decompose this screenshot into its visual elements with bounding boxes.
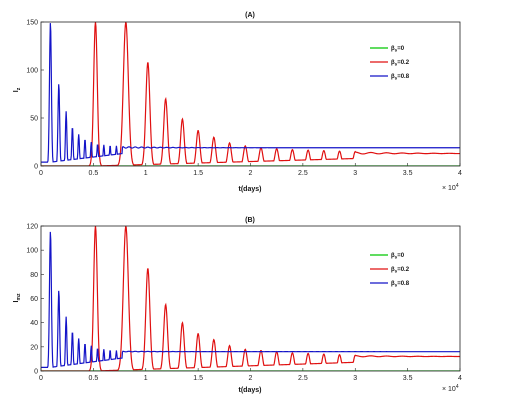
y-tick-label: 0 [34, 164, 38, 171]
y-tick-label: 120 [26, 224, 38, 231]
series-line-2 [41, 23, 460, 163]
y-tick-label: 0 [34, 369, 38, 376]
chart-panel-a: (A) Iz t(days) × 104 0 0.5 1 1.5 2 2.5 3 3.5 4 0 5… [13, 12, 462, 193]
svg-text:Iz: Iz [13, 87, 22, 92]
x-tick-label: 0 [39, 170, 43, 177]
series-line-2 [41, 231, 460, 368]
series-line-1 [41, 226, 460, 371]
y-tick-label: 100 [26, 248, 38, 255]
y-tick-label: 40 [30, 320, 38, 327]
x-tick-label: 3.5 [403, 375, 413, 382]
y-tick-label: 20 [30, 344, 38, 351]
plot-frame [40, 21, 461, 167]
chart-title: (B) [245, 217, 255, 224]
y-axis-label: Imz [13, 293, 22, 302]
x-tick-label: 1 [144, 170, 148, 177]
x-multiplier: × 104 [442, 183, 459, 192]
x-tick-label: 2 [249, 170, 253, 177]
x-tick-label: 0 [39, 375, 43, 382]
x-tick-label: 0.5 [89, 375, 99, 382]
legend-label: βs=0.8 [391, 281, 410, 288]
plot-frame [40, 225, 461, 372]
x-tick-label: 3 [353, 170, 357, 177]
chart-title: (A) [245, 12, 255, 19]
series-line-1 [41, 22, 460, 166]
y-tick-label: 80 [30, 272, 38, 279]
x-tick-label: 1.5 [193, 170, 203, 177]
y-tick-label: 150 [26, 20, 38, 27]
y-axis-label: Iz [13, 87, 22, 92]
svg-text:Imz: Imz [13, 293, 22, 302]
chart-panel-b: (B) Imz t(days) × 104 0 0.5 1 1.5 2 2.5 3 3.5 40… [13, 217, 462, 394]
legend: βs=0 βs=0.2 βs=0.8 [370, 253, 410, 288]
x-axis-label: t(days) [239, 186, 262, 193]
y-tick-label: 50 [30, 116, 38, 123]
x-tick-label: 4 [458, 170, 462, 177]
x-tick-label: 2 [249, 375, 253, 382]
y-tick-label: 100 [26, 68, 38, 75]
x-tick-label: 3.5 [403, 170, 413, 177]
legend-label: βs=0.2 [391, 60, 410, 67]
x-tick-label: 2.5 [298, 170, 308, 177]
y-tick-label: 60 [30, 296, 38, 303]
x-axis-label: t(days) [239, 387, 262, 394]
x-tick-label: 1.5 [193, 375, 203, 382]
legend-label: βs=0 [391, 253, 405, 260]
x-tick-label: 2.5 [298, 375, 308, 382]
x-tick-label: 0.5 [89, 170, 99, 177]
x-multiplier: × 104 [442, 384, 459, 393]
legend: βs=0 βs=0.2 βs=0.8 [370, 46, 410, 81]
legend-label: βs=0 [391, 46, 405, 53]
x-tick-label: 4 [458, 375, 462, 382]
x-tick-label: 1 [144, 375, 148, 382]
x-tick-label: 3 [353, 375, 357, 382]
legend-label: βs=0.2 [391, 267, 410, 274]
legend-label: βs=0.8 [391, 74, 410, 81]
